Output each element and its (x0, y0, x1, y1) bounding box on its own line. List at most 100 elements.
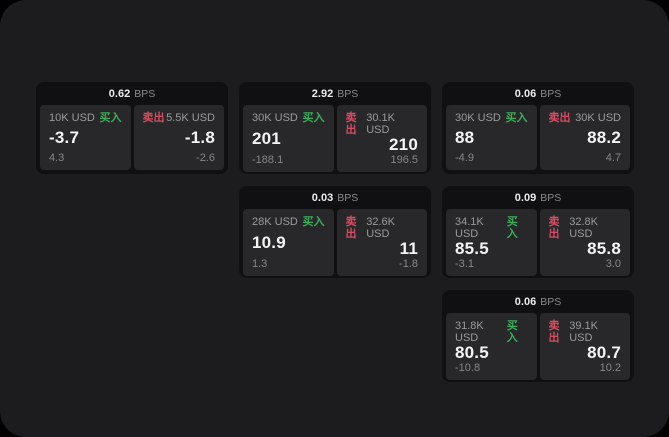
sell-notional-label: 5.5K USD (166, 112, 215, 124)
sell-delta-value: 10.2 (599, 362, 621, 374)
buy-delta-value: -188.1 (252, 154, 284, 166)
bps-unit-label: BPS (337, 191, 359, 204)
sell-side-label: 卖出 (548, 320, 560, 344)
bps-value: 0.06 (514, 87, 537, 100)
buy-price-value: 85.5 (455, 239, 489, 258)
sell-notional-label: 32.6K USD (366, 216, 395, 240)
buy-side-label: 买入 (302, 216, 325, 228)
sell-delta-value: 3.0 (605, 258, 621, 270)
bps-value: 0.62 (108, 87, 131, 100)
quote-card: 0.62 BPS 10K USD 买入 -3.7 4.3 卖出 5.5K USD… (36, 82, 228, 174)
buy-panel[interactable]: 10K USD 买入 -3.7 4.3 (40, 105, 131, 170)
sell-price-value: 80.7 (587, 343, 621, 362)
quote-card-body: 31.8K USD 买入 80.5 -10.8 卖出 39.1K USD 80.… (442, 313, 634, 382)
buy-notional-label: 28K USD (252, 216, 298, 228)
buy-price-value: 80.5 (455, 343, 489, 362)
buy-price-value: 201 (252, 129, 281, 148)
buy-panel[interactable]: 30K USD 买入 88 -4.9 (446, 105, 537, 170)
quote-card: 0.06 BPS 31.8K USD 买入 80.5 -10.8 卖出 39.1… (442, 290, 634, 382)
sell-notional-label: 39.1K USD (569, 320, 598, 344)
buy-panel[interactable]: 28K USD 买入 10.9 1.3 (243, 209, 334, 276)
bps-unit-label: BPS (540, 191, 562, 204)
buy-panel-top: 30K USD 买入 (252, 112, 325, 124)
sell-panel[interactable]: 卖出 39.1K USD 80.7 10.2 (539, 313, 630, 380)
bps-value: 0.09 (514, 191, 537, 204)
bps-unit-label: BPS (540, 295, 562, 308)
quote-card: 0.06 BPS 30K USD 买入 88 -4.9 卖出 30K USD 8… (442, 82, 634, 174)
buy-panel[interactable]: 30K USD 买入 201 -188.1 (243, 105, 334, 172)
quote-card: 2.92 BPS 30K USD 买入 201 -188.1 卖出 30.1K … (239, 82, 431, 174)
sell-panel[interactable]: 卖出 32.8K USD 85.8 3.0 (539, 209, 630, 276)
sell-panel-top: 卖出 30K USD (549, 112, 622, 124)
bps-header: 0.06 BPS (442, 82, 634, 105)
buy-notional-label: 30K USD (455, 112, 501, 124)
bps-header: 0.03 BPS (239, 186, 431, 209)
buy-side-label: 买入 (506, 216, 518, 240)
bps-header: 0.09 BPS (442, 186, 634, 209)
buy-panel[interactable]: 34.1K USD 买入 85.5 -3.1 (446, 209, 537, 276)
bps-header: 0.62 BPS (36, 82, 228, 105)
buy-panel-top: 30K USD 买入 (455, 112, 528, 124)
buy-price-value: -3.7 (49, 128, 80, 147)
buy-notional-label: 34.1K USD (455, 216, 484, 240)
quote-card: 0.09 BPS 34.1K USD 买入 85.5 -3.1 卖出 32.8K… (442, 186, 634, 278)
buy-side-label: 买入 (506, 320, 518, 344)
sell-price-value: -1.8 (184, 128, 215, 147)
sell-delta-value: 4.7 (605, 152, 621, 164)
bps-unit-label: BPS (337, 87, 359, 100)
buy-delta-value: 1.3 (252, 258, 268, 270)
sell-panel-top: 卖出 32.8K USD (549, 216, 622, 240)
bps-value: 0.03 (311, 191, 334, 204)
sell-panel-top: 卖出 39.1K USD (549, 320, 622, 344)
sell-panel[interactable]: 卖出 32.6K USD 11 -1.8 (336, 209, 427, 276)
sell-notional-label: 30K USD (575, 112, 621, 124)
sell-delta-value: -2.6 (196, 152, 215, 164)
sell-panel[interactable]: 卖出 5.5K USD -1.8 -2.6 (133, 105, 224, 170)
sell-side-label: 卖出 (548, 216, 560, 240)
sell-price-value: 88.2 (587, 128, 621, 147)
sell-delta-value: 196.5 (390, 154, 418, 166)
quote-card: 0.03 BPS 28K USD 买入 10.9 1.3 卖出 32.6K US… (239, 186, 431, 278)
buy-delta-value: -4.9 (455, 152, 474, 164)
bps-unit-label: BPS (134, 87, 156, 100)
sell-side-label: 卖出 (345, 216, 357, 240)
bps-value: 0.06 (514, 295, 537, 308)
sell-side-label: 卖出 (548, 112, 571, 124)
buy-panel-top: 10K USD 买入 (49, 112, 122, 124)
bps-value: 2.92 (311, 87, 334, 100)
buy-side-label: 买入 (505, 112, 528, 124)
bps-unit-label: BPS (540, 87, 562, 100)
buy-panel-top: 28K USD 买入 (252, 216, 325, 228)
buy-panel[interactable]: 31.8K USD 买入 80.5 -10.8 (446, 313, 537, 380)
sell-notional-label: 32.8K USD (569, 216, 598, 240)
buy-delta-value: -10.8 (455, 362, 481, 374)
buy-notional-label: 30K USD (252, 112, 298, 124)
buy-panel-top: 31.8K USD 买入 (455, 320, 528, 344)
sell-side-label: 卖出 (142, 112, 165, 124)
bps-header: 0.06 BPS (442, 290, 634, 313)
quote-card-body: 10K USD 买入 -3.7 4.3 卖出 5.5K USD -1.8 -2.… (36, 105, 228, 174)
sell-delta-value: -1.8 (399, 258, 418, 270)
buy-side-label: 买入 (302, 112, 325, 124)
buy-delta-value: 4.3 (49, 152, 65, 164)
buy-side-label: 买入 (99, 112, 122, 124)
cards-grid: 0.62 BPS 10K USD 买入 -3.7 4.3 卖出 5.5K USD… (36, 82, 634, 382)
sell-panel-top: 卖出 30.1K USD (346, 112, 419, 136)
bps-header: 2.92 BPS (239, 82, 431, 105)
buy-panel-top: 34.1K USD 买入 (455, 216, 528, 240)
quote-card-body: 30K USD 买入 201 -188.1 卖出 30.1K USD 210 1… (239, 105, 431, 174)
quote-card-body: 30K USD 买入 88 -4.9 卖出 30K USD 88.2 4.7 (442, 105, 634, 174)
sell-panel-top: 卖出 32.6K USD (346, 216, 419, 240)
buy-price-value: 88 (455, 128, 475, 147)
sell-price-value: 11 (399, 239, 418, 258)
quote-card-body: 34.1K USD 买入 85.5 -3.1 卖出 32.8K USD 85.8… (442, 209, 634, 278)
buy-price-value: 10.9 (252, 233, 286, 252)
sell-panel[interactable]: 卖出 30.1K USD 210 196.5 (336, 105, 427, 172)
sell-panel[interactable]: 卖出 30K USD 88.2 4.7 (539, 105, 630, 170)
buy-notional-label: 31.8K USD (455, 320, 484, 344)
quote-card-body: 28K USD 买入 10.9 1.3 卖出 32.6K USD 11 -1.8 (239, 209, 431, 278)
sell-notional-label: 30.1K USD (366, 112, 395, 136)
sell-price-value: 85.8 (587, 239, 621, 258)
buy-delta-value: -3.1 (455, 258, 474, 270)
